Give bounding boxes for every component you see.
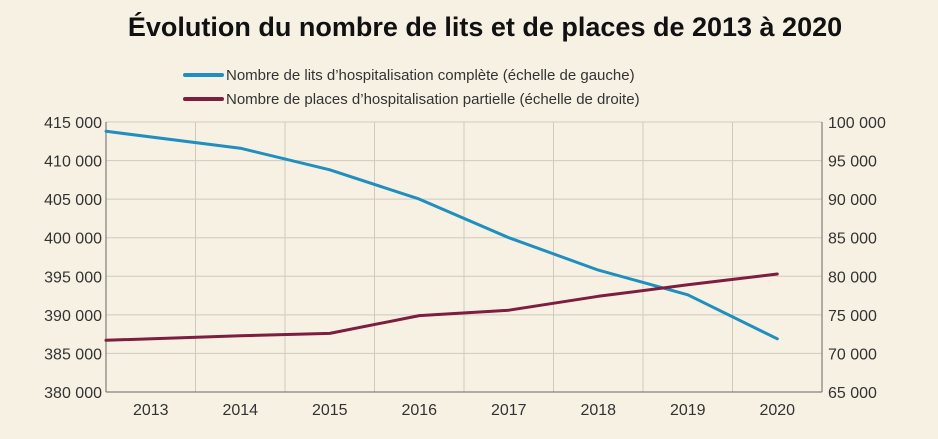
- legend: Nombre de lits d’hospitalisation complèt…: [183, 67, 640, 108]
- point-lits-2014: [239, 147, 242, 150]
- legend-label-lits: Nombre de lits d’hospitalisation complèt…: [226, 67, 635, 84]
- y-left-tick-label: 390 000: [44, 308, 102, 325]
- x-tick-label: 2016: [401, 402, 437, 419]
- y-left-tick-label: 405 000: [44, 192, 102, 209]
- point-places-2019: [686, 283, 689, 286]
- point-lits-2013: [104, 130, 108, 133]
- y-left-tick-label: 380 000: [44, 385, 102, 402]
- point-places-2015: [328, 332, 331, 335]
- point-places-2016: [418, 314, 421, 317]
- y-right-tick-label: 95 000: [828, 154, 877, 171]
- series-lines: [104, 129, 779, 342]
- x-axis-ticks: 2013 2014 2015 2016 2017 2018 2019 2020: [133, 402, 795, 419]
- series-line-places: [104, 272, 779, 342]
- point-lits-2018: [597, 268, 600, 272]
- point-places-2017: [507, 309, 510, 312]
- x-tick-label: 2018: [580, 402, 616, 419]
- y-right-tick-label: 65 000: [828, 385, 877, 402]
- y-right-tick-label: 100 000: [828, 115, 886, 132]
- y-left-tick-label: 385 000: [44, 346, 102, 363]
- legend-label-places: Nombre de places d’hospitalisation parti…: [226, 91, 640, 108]
- axes: [105, 122, 823, 393]
- point-lits-2015: [328, 168, 331, 172]
- point-lits-2019: [686, 293, 689, 296]
- y-left-tick-label: 410 000: [44, 154, 102, 171]
- y-left-tick-label: 400 000: [44, 231, 102, 248]
- gridlines: [106, 121, 822, 392]
- y-axis-right-ticks: 65 000 70 000 75 000 80 000 85 000 90 000 95 0…: [828, 115, 886, 402]
- point-places-2014: [239, 334, 242, 337]
- point-lits-2020: [776, 337, 779, 340]
- point-lits-2017: [507, 236, 510, 239]
- point-places-2018: [597, 295, 600, 298]
- point-lits-2016: [418, 197, 421, 201]
- y-right-tick-label: 70 000: [828, 346, 877, 363]
- y-right-tick-label: 90 000: [828, 192, 877, 209]
- point-places-2013: [104, 339, 108, 342]
- x-tick-label: 2013: [133, 402, 169, 419]
- x-tick-label: 2019: [670, 402, 706, 419]
- y-left-tick-label: 395 000: [44, 269, 102, 286]
- y-axis-left-ticks: 380 000 385 000 390 000 395 000 400 000 405 0…: [44, 115, 102, 402]
- x-tick-label: 2020: [759, 402, 795, 419]
- x-tick-label: 2017: [491, 402, 527, 419]
- y-left-tick-label: 415 000: [44, 115, 102, 132]
- y-right-tick-label: 85 000: [828, 231, 877, 248]
- y-right-tick-label: 80 000: [828, 269, 877, 286]
- point-places-2020: [776, 272, 779, 276]
- series-line-lits: [104, 129, 779, 341]
- x-tick-label: 2014: [222, 402, 258, 419]
- y-right-tick-label: 75 000: [828, 308, 877, 325]
- chart-title: Évolution du nombre de lits et de places…: [128, 11, 842, 42]
- x-tick-label: 2015: [312, 402, 348, 419]
